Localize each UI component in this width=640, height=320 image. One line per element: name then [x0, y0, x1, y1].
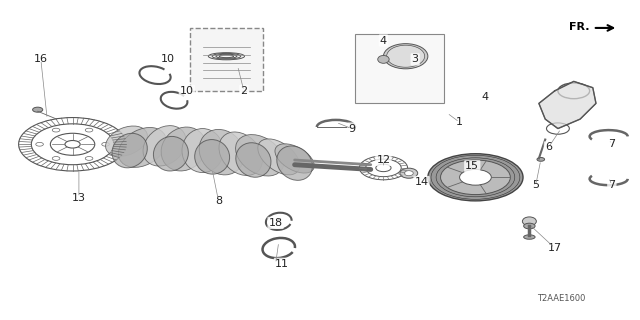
Circle shape	[85, 156, 93, 160]
Ellipse shape	[383, 44, 428, 69]
Ellipse shape	[276, 146, 312, 180]
Text: 4: 4	[481, 92, 488, 102]
Circle shape	[460, 169, 492, 185]
Ellipse shape	[118, 127, 166, 167]
FancyBboxPatch shape	[355, 34, 444, 103]
Ellipse shape	[154, 136, 188, 171]
Circle shape	[85, 128, 93, 132]
Text: 4: 4	[380, 36, 387, 45]
Circle shape	[65, 140, 80, 148]
Ellipse shape	[236, 135, 284, 176]
Circle shape	[52, 128, 60, 132]
Ellipse shape	[522, 217, 536, 226]
Ellipse shape	[400, 168, 418, 178]
Text: 9: 9	[348, 124, 355, 133]
Text: 8: 8	[215, 196, 222, 206]
Polygon shape	[539, 81, 596, 129]
Text: 6: 6	[545, 142, 552, 152]
Text: 11: 11	[275, 259, 289, 269]
Ellipse shape	[524, 235, 535, 239]
Text: 12: 12	[376, 155, 390, 165]
Text: 17: 17	[548, 243, 562, 253]
Circle shape	[52, 156, 60, 160]
Circle shape	[102, 142, 109, 146]
Ellipse shape	[219, 132, 262, 175]
Ellipse shape	[387, 45, 425, 67]
Circle shape	[428, 154, 523, 201]
Circle shape	[36, 142, 44, 146]
Ellipse shape	[378, 55, 389, 63]
Text: 16: 16	[34, 54, 48, 64]
Text: 10: 10	[180, 86, 194, 96]
Ellipse shape	[537, 157, 545, 161]
Text: T2AAE1600: T2AAE1600	[537, 294, 585, 303]
Ellipse shape	[106, 126, 147, 156]
Text: FR.: FR.	[569, 22, 589, 32]
Ellipse shape	[236, 143, 271, 177]
Text: 13: 13	[72, 193, 86, 203]
Text: 7: 7	[608, 180, 616, 190]
Ellipse shape	[524, 223, 535, 229]
Ellipse shape	[112, 133, 147, 168]
Text: 7: 7	[608, 139, 616, 149]
Text: 2: 2	[240, 86, 248, 96]
Circle shape	[33, 107, 43, 112]
Text: 15: 15	[465, 161, 479, 171]
FancyBboxPatch shape	[190, 28, 263, 91]
Circle shape	[440, 160, 510, 195]
Text: 3: 3	[412, 54, 419, 64]
Ellipse shape	[195, 140, 230, 174]
Ellipse shape	[258, 139, 300, 175]
Ellipse shape	[143, 126, 186, 166]
Text: 14: 14	[415, 177, 429, 187]
Text: 1: 1	[456, 117, 463, 127]
Ellipse shape	[182, 129, 223, 172]
Text: 18: 18	[269, 218, 283, 228]
Ellipse shape	[404, 171, 413, 176]
Text: 5: 5	[532, 180, 540, 190]
Ellipse shape	[275, 144, 314, 173]
Ellipse shape	[161, 127, 206, 171]
Text: 10: 10	[161, 54, 175, 64]
Ellipse shape	[199, 129, 244, 175]
